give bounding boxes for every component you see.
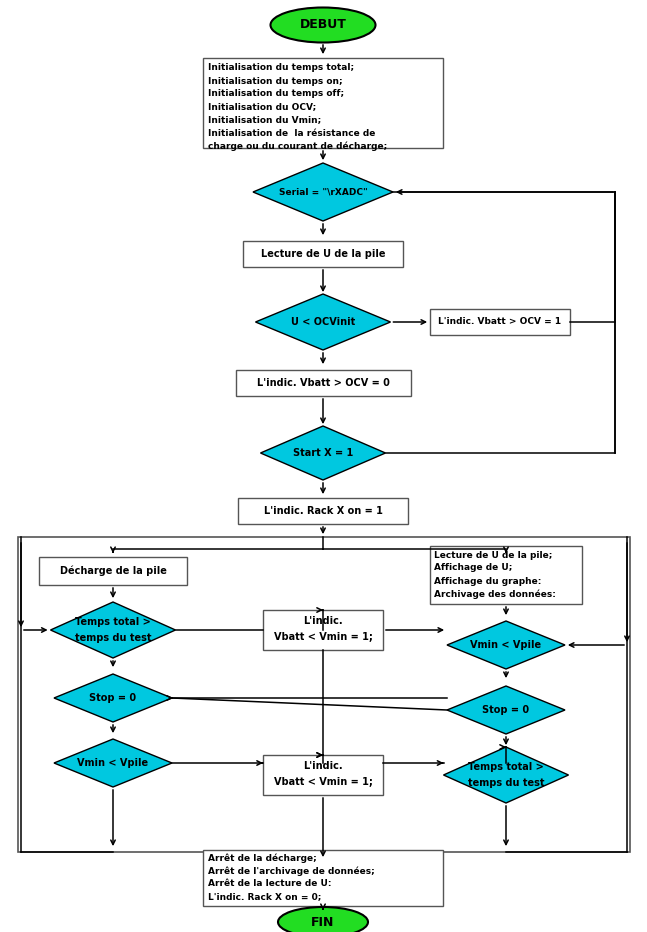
Text: Temps total >: Temps total >: [75, 617, 151, 627]
Bar: [238, 498, 408, 524]
Bar: [39, 557, 187, 585]
Bar: [203, 850, 443, 906]
Text: Lecture de U de la pile: Lecture de U de la pile: [261, 249, 385, 259]
Bar: [263, 610, 383, 650]
Text: U < OCVinit: U < OCVinit: [291, 317, 355, 327]
Text: Arrêt de l'archivage de données;: Arrêt de l'archivage de données;: [208, 866, 375, 876]
Ellipse shape: [270, 7, 375, 43]
Text: Serial = "\rXADC": Serial = "\rXADC": [279, 187, 367, 197]
Text: Vmin < Vpile: Vmin < Vpile: [78, 758, 149, 768]
Polygon shape: [261, 426, 386, 480]
Text: Affichage de U;: Affichage de U;: [434, 564, 512, 572]
Text: temps du test: temps du test: [75, 633, 151, 643]
Text: Stop = 0: Stop = 0: [483, 705, 529, 715]
Bar: [18, 537, 630, 852]
Polygon shape: [447, 621, 565, 669]
Bar: [236, 370, 410, 396]
Text: L'indic. Rack X on = 1: L'indic. Rack X on = 1: [263, 506, 382, 516]
Text: Initialisation du Vmin;: Initialisation du Vmin;: [208, 116, 322, 125]
Polygon shape: [253, 163, 393, 221]
Text: Arrêt de la décharge;: Arrêt de la décharge;: [208, 854, 317, 863]
Text: temps du test: temps du test: [468, 778, 544, 788]
Ellipse shape: [278, 907, 368, 932]
Text: Stop = 0: Stop = 0: [89, 693, 137, 703]
Bar: [263, 755, 383, 795]
Text: L'indic. Vbatt > OCV = 1: L'indic. Vbatt > OCV = 1: [439, 318, 562, 326]
Text: L'indic.: L'indic.: [303, 616, 343, 626]
Polygon shape: [256, 294, 391, 350]
Text: Initialisation du temps total;: Initialisation du temps total;: [208, 63, 354, 73]
Text: Initialisation de  la résistance de: Initialisation de la résistance de: [208, 129, 375, 138]
Polygon shape: [54, 739, 172, 787]
Text: Temps total >: Temps total >: [468, 762, 544, 772]
Polygon shape: [54, 674, 172, 722]
Bar: [430, 309, 570, 335]
Text: Lecture de U de la pile;: Lecture de U de la pile;: [434, 551, 553, 559]
Text: L'indic. Vbatt > OCV = 0: L'indic. Vbatt > OCV = 0: [257, 378, 389, 388]
Bar: [243, 241, 403, 267]
Text: Initialisation du OCV;: Initialisation du OCV;: [208, 103, 316, 112]
Text: DEBUT: DEBUT: [300, 19, 346, 32]
Bar: [430, 546, 582, 604]
Text: Arrêt de la lecture de U:: Arrêt de la lecture de U:: [208, 880, 331, 888]
Text: Start X = 1: Start X = 1: [293, 448, 353, 458]
Text: Initialisation du temps on;: Initialisation du temps on;: [208, 76, 343, 86]
Polygon shape: [443, 747, 569, 803]
Polygon shape: [50, 602, 175, 658]
Text: Vbatt < Vmin = 1;: Vbatt < Vmin = 1;: [274, 632, 373, 642]
Text: Affichage du graphe:: Affichage du graphe:: [434, 577, 542, 585]
Text: Archivage des données:: Archivage des données:: [434, 589, 556, 598]
Text: Décharge de la pile: Décharge de la pile: [60, 566, 166, 576]
Text: Initialisation du temps off;: Initialisation du temps off;: [208, 89, 344, 99]
Text: L'indic. Rack X on = 0;: L'indic. Rack X on = 0;: [208, 893, 322, 901]
Bar: [203, 58, 443, 148]
Text: Vbatt < Vmin = 1;: Vbatt < Vmin = 1;: [274, 777, 373, 787]
Polygon shape: [447, 686, 565, 734]
Text: FIN: FIN: [311, 915, 334, 928]
Text: Vmin < Vpile: Vmin < Vpile: [470, 640, 542, 650]
Text: charge ou du courant de décharge;: charge ou du courant de décharge;: [208, 142, 388, 151]
Text: L'indic.: L'indic.: [303, 761, 343, 771]
